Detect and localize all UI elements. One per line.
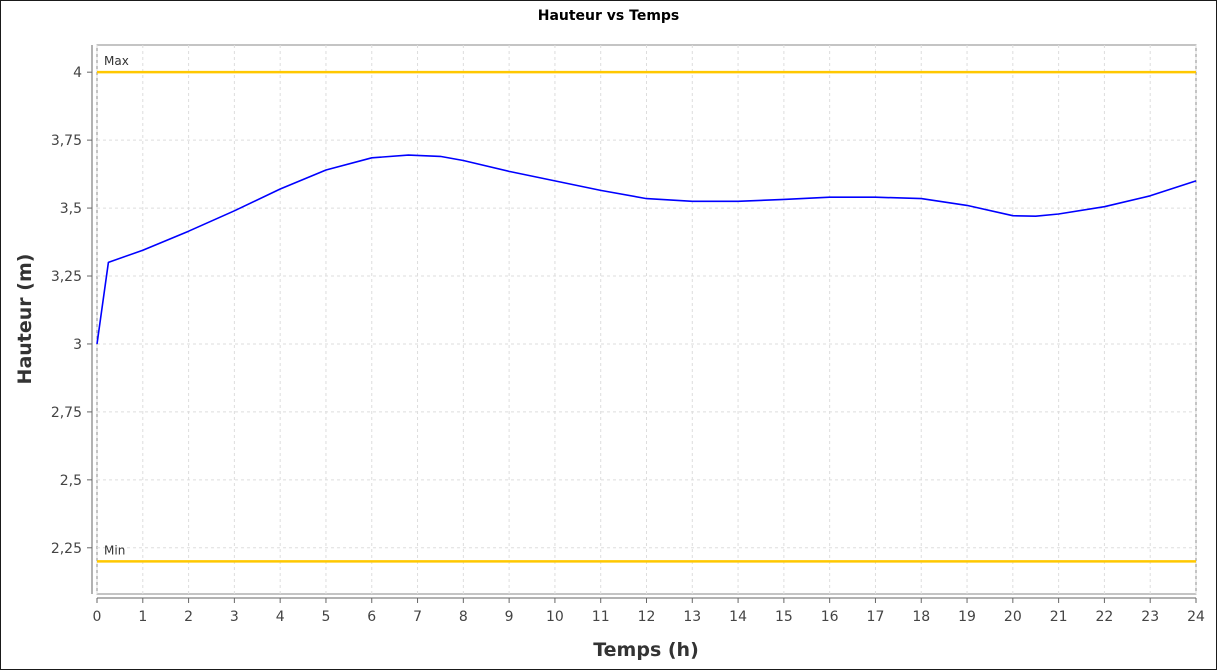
x-tick-label: 0 [93, 609, 102, 625]
y-tick-label: 2,75 [51, 405, 82, 421]
x-tick-label: 1 [138, 609, 147, 625]
x-tick-label: 10 [546, 609, 564, 625]
series-line-0 [96, 154, 1197, 345]
x-tick-label: 4 [276, 609, 285, 625]
x-tick-label: 20 [1004, 609, 1022, 625]
x-tick-label: 16 [821, 609, 839, 625]
x-tick-label: 5 [321, 609, 330, 625]
y-tick-label: 2,25 [51, 541, 82, 557]
y-tick-label: 3 [73, 337, 82, 353]
x-tick-label: 21 [1050, 609, 1068, 625]
x-tick-label: 6 [367, 609, 376, 625]
marker-label-max: Max [104, 54, 129, 68]
series-group [96, 154, 1197, 345]
x-tick-label: 12 [638, 609, 656, 625]
y-tick-label: 4 [73, 65, 82, 81]
x-tick-label: 23 [1141, 609, 1159, 625]
x-tick-label: 17 [867, 609, 885, 625]
x-tick-label: 14 [729, 609, 747, 625]
x-tick-label: 24 [1187, 609, 1205, 625]
x-tick-label: 15 [775, 609, 793, 625]
x-tick-label: 18 [912, 609, 930, 625]
y-axis-label: Hauteur (m) [14, 254, 36, 385]
x-axis-ticks: 0 1 2 3 4 5 6 7 8 9 10 11 12 13 14 15 16 17 18 19 20 21 22 23 24 [93, 598, 1205, 625]
y-tick-label: 3,5 [60, 201, 82, 217]
x-tick-label: 19 [958, 609, 976, 625]
y-tick-label: 2,5 [60, 473, 82, 489]
x-tick-label: 13 [683, 609, 701, 625]
marker-label-min: Min [104, 543, 125, 557]
y-axis-ticks: 2,25 2,5 2,75 3 3,25 3,5 3,75 4 [51, 65, 92, 557]
x-tick-label: 9 [505, 609, 514, 625]
chart-title: Hauteur vs Temps [537, 8, 680, 24]
grid [96, 45, 1197, 594]
x-tick-label: 11 [592, 609, 610, 625]
y-tick-label: 3,75 [51, 133, 82, 149]
y-tick-label: 3,25 [51, 269, 82, 285]
x-tick-label: 7 [413, 609, 422, 625]
x-tick-label: 3 [230, 609, 239, 625]
x-tick-label: 22 [1096, 609, 1114, 625]
plot-area [96, 44, 1197, 595]
marker-lines: Max Min [97, 54, 1196, 563]
x-tick-label: 2 [184, 609, 193, 625]
x-axis-label: Temps (h) [593, 639, 699, 661]
x-tick-label: 8 [459, 609, 468, 625]
